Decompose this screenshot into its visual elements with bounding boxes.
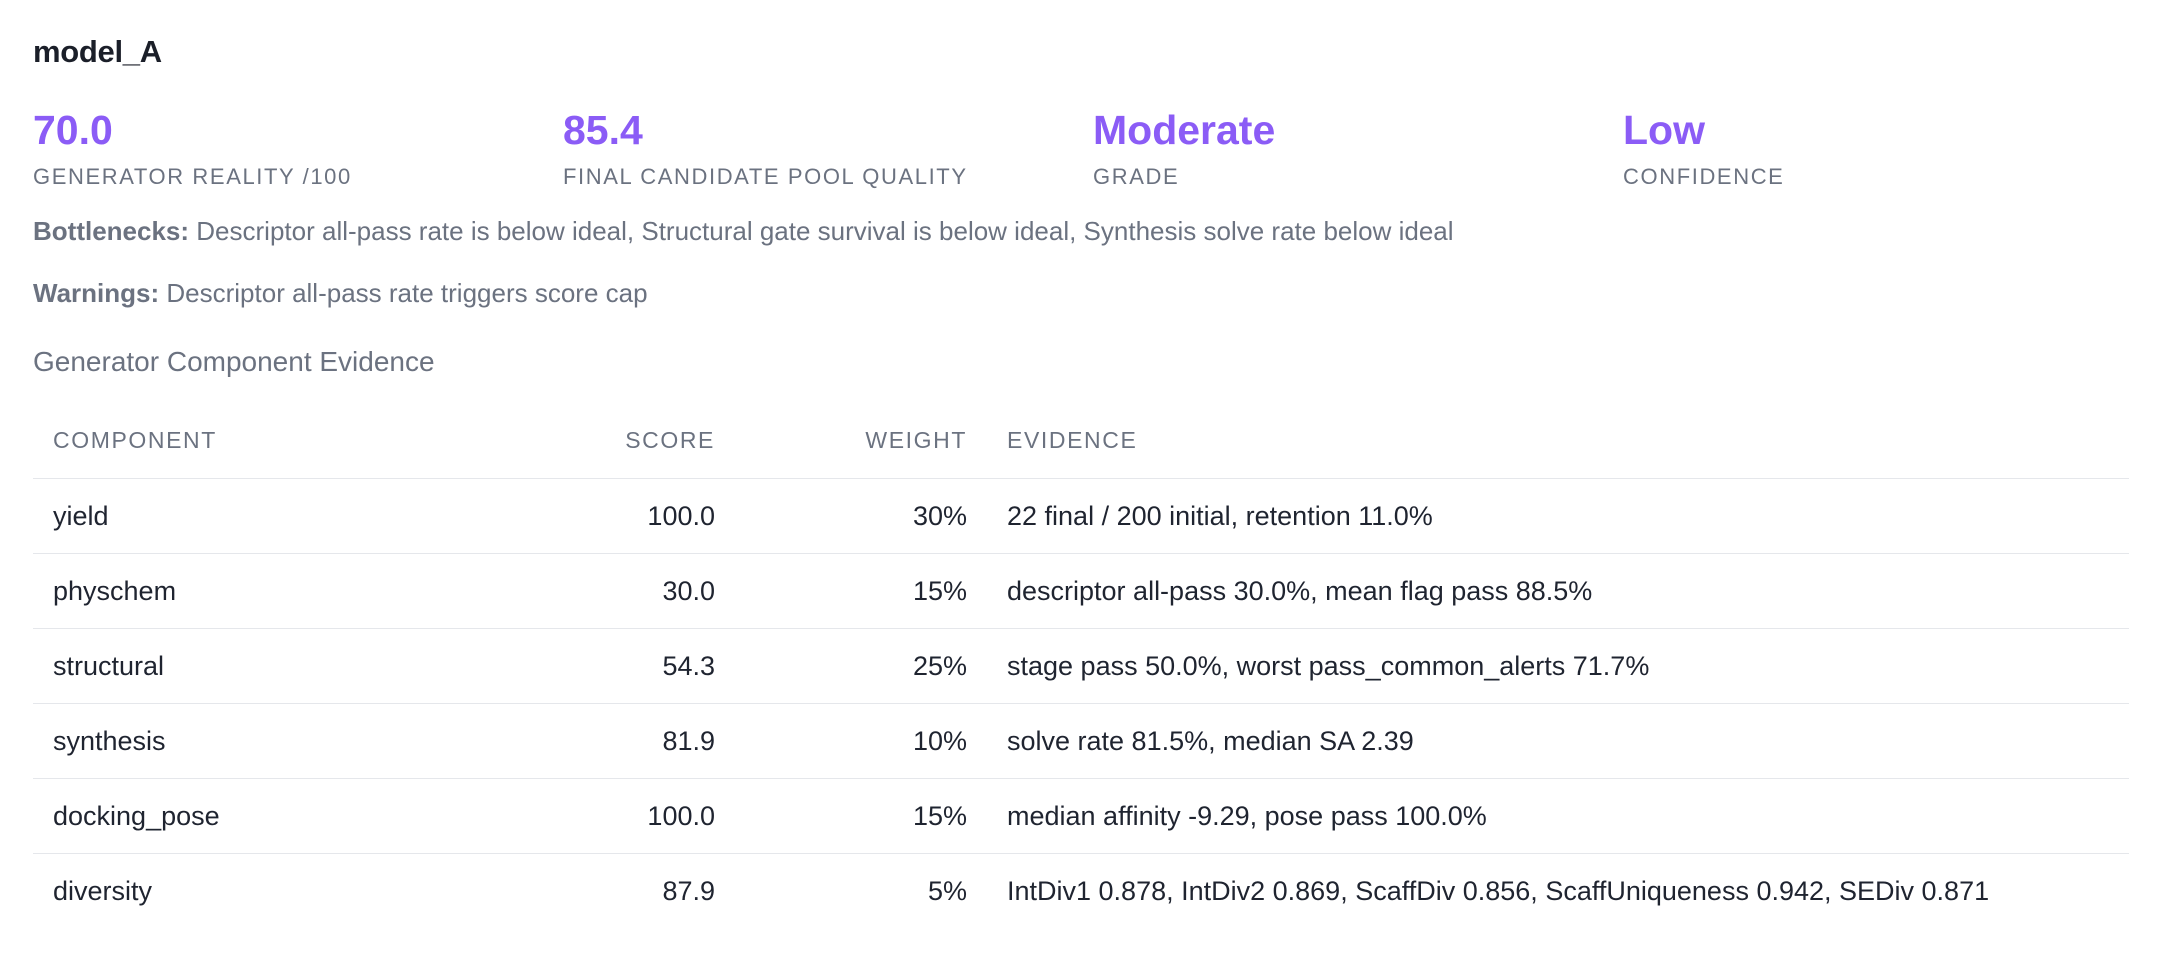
cell-score: 81.9	[573, 703, 735, 779]
metric-grade: Moderate GRADE	[1093, 104, 1275, 190]
cell-weight: 15%	[735, 778, 987, 854]
bottlenecks-text: Descriptor all-pass rate is below ideal,…	[196, 216, 1454, 246]
warnings-note: Warnings: Descriptor all-pass rate trigg…	[33, 278, 648, 309]
metric-generator-reality: 70.0 GENERATOR REALITY /100	[33, 104, 352, 190]
metric-value: 70.0	[33, 107, 113, 153]
cell-component: physchem	[33, 553, 573, 629]
cell-weight: 10%	[735, 703, 987, 779]
component-evidence-table: COMPONENT SCORE WEIGHT EVIDENCE yield 10…	[33, 402, 2129, 928]
cell-score: 100.0	[573, 778, 735, 854]
cell-evidence: stage pass 50.0%, worst pass_common_aler…	[987, 628, 2129, 704]
cell-component: yield	[33, 478, 573, 554]
cell-evidence: 22 final / 200 initial, retention 11.0%	[987, 478, 2129, 554]
column-header-evidence: EVIDENCE	[987, 402, 2129, 479]
cell-evidence: solve rate 81.5%, median SA 2.39	[987, 703, 2129, 779]
bottlenecks-note: Bottlenecks: Descriptor all-pass rate is…	[33, 216, 1454, 247]
metric-label: FINAL CANDIDATE POOL QUALITY	[563, 164, 968, 189]
table-row: diversity 87.9 5% IntDiv1 0.878, IntDiv2…	[33, 854, 2129, 929]
cell-weight: 30%	[735, 478, 987, 554]
warnings-text: Descriptor all-pass rate triggers score …	[166, 278, 648, 308]
column-header-score: SCORE	[573, 402, 735, 479]
cell-score: 87.9	[662, 875, 715, 906]
cell-weight: 5%	[927, 875, 967, 906]
metric-label: CONFIDENCE	[1623, 164, 1785, 189]
table-row: structural 54.3 25% stage pass 50.0%, wo…	[33, 628, 2129, 704]
metric-final-pool-quality: 85.4 FINAL CANDIDATE POOL QUALITY	[563, 104, 968, 190]
cell-component: diversity	[53, 875, 153, 906]
table-row: synthesis 81.9 10% solve rate 81.5%, med…	[33, 703, 2129, 779]
metric-value: 85.4	[563, 107, 643, 153]
cell-score: 54.3	[573, 628, 735, 704]
table-row: docking_pose 100.0 15% median affinity -…	[33, 778, 2129, 854]
cell-score: 30.0	[573, 553, 735, 629]
table-header-row: COMPONENT SCORE WEIGHT EVIDENCE	[33, 402, 2129, 479]
metric-value: Low	[1623, 107, 1705, 153]
cell-component: docking_pose	[33, 778, 573, 854]
cell-component: structural	[33, 628, 573, 704]
cell-evidence: median affinity -9.29, pose pass 100.0%	[987, 778, 2129, 854]
table-row: physchem 30.0 15% descriptor all-pass 30…	[33, 553, 2129, 629]
table-row: yield 100.0 30% 22 final / 200 initial, …	[33, 478, 2129, 554]
metrics-summary: 70.0 GENERATOR REALITY /100 85.4 FINAL C…	[33, 104, 2129, 194]
warnings-label: Warnings:	[33, 278, 160, 308]
cell-weight: 25%	[735, 628, 987, 704]
metric-value: Moderate	[1093, 107, 1276, 153]
metric-label: GRADE	[1093, 164, 1180, 189]
cell-component: synthesis	[33, 703, 573, 779]
section-title: Generator Component Evidence	[33, 346, 435, 377]
column-header-component: COMPONENT	[33, 402, 573, 479]
metric-confidence: Low CONFIDENCE	[1623, 104, 1784, 190]
cell-evidence: IntDiv1 0.878, IntDiv2 0.869, ScaffDiv 0…	[1007, 875, 1990, 906]
cell-evidence: descriptor all-pass 30.0%, mean flag pas…	[987, 553, 2129, 629]
cell-score: 100.0	[573, 478, 735, 554]
model-title: model_A	[33, 34, 162, 69]
metric-label: GENERATOR REALITY /100	[33, 164, 352, 189]
cell-weight: 15%	[735, 553, 987, 629]
bottlenecks-label: Bottlenecks:	[33, 216, 190, 246]
column-header-weight: WEIGHT	[735, 402, 987, 479]
